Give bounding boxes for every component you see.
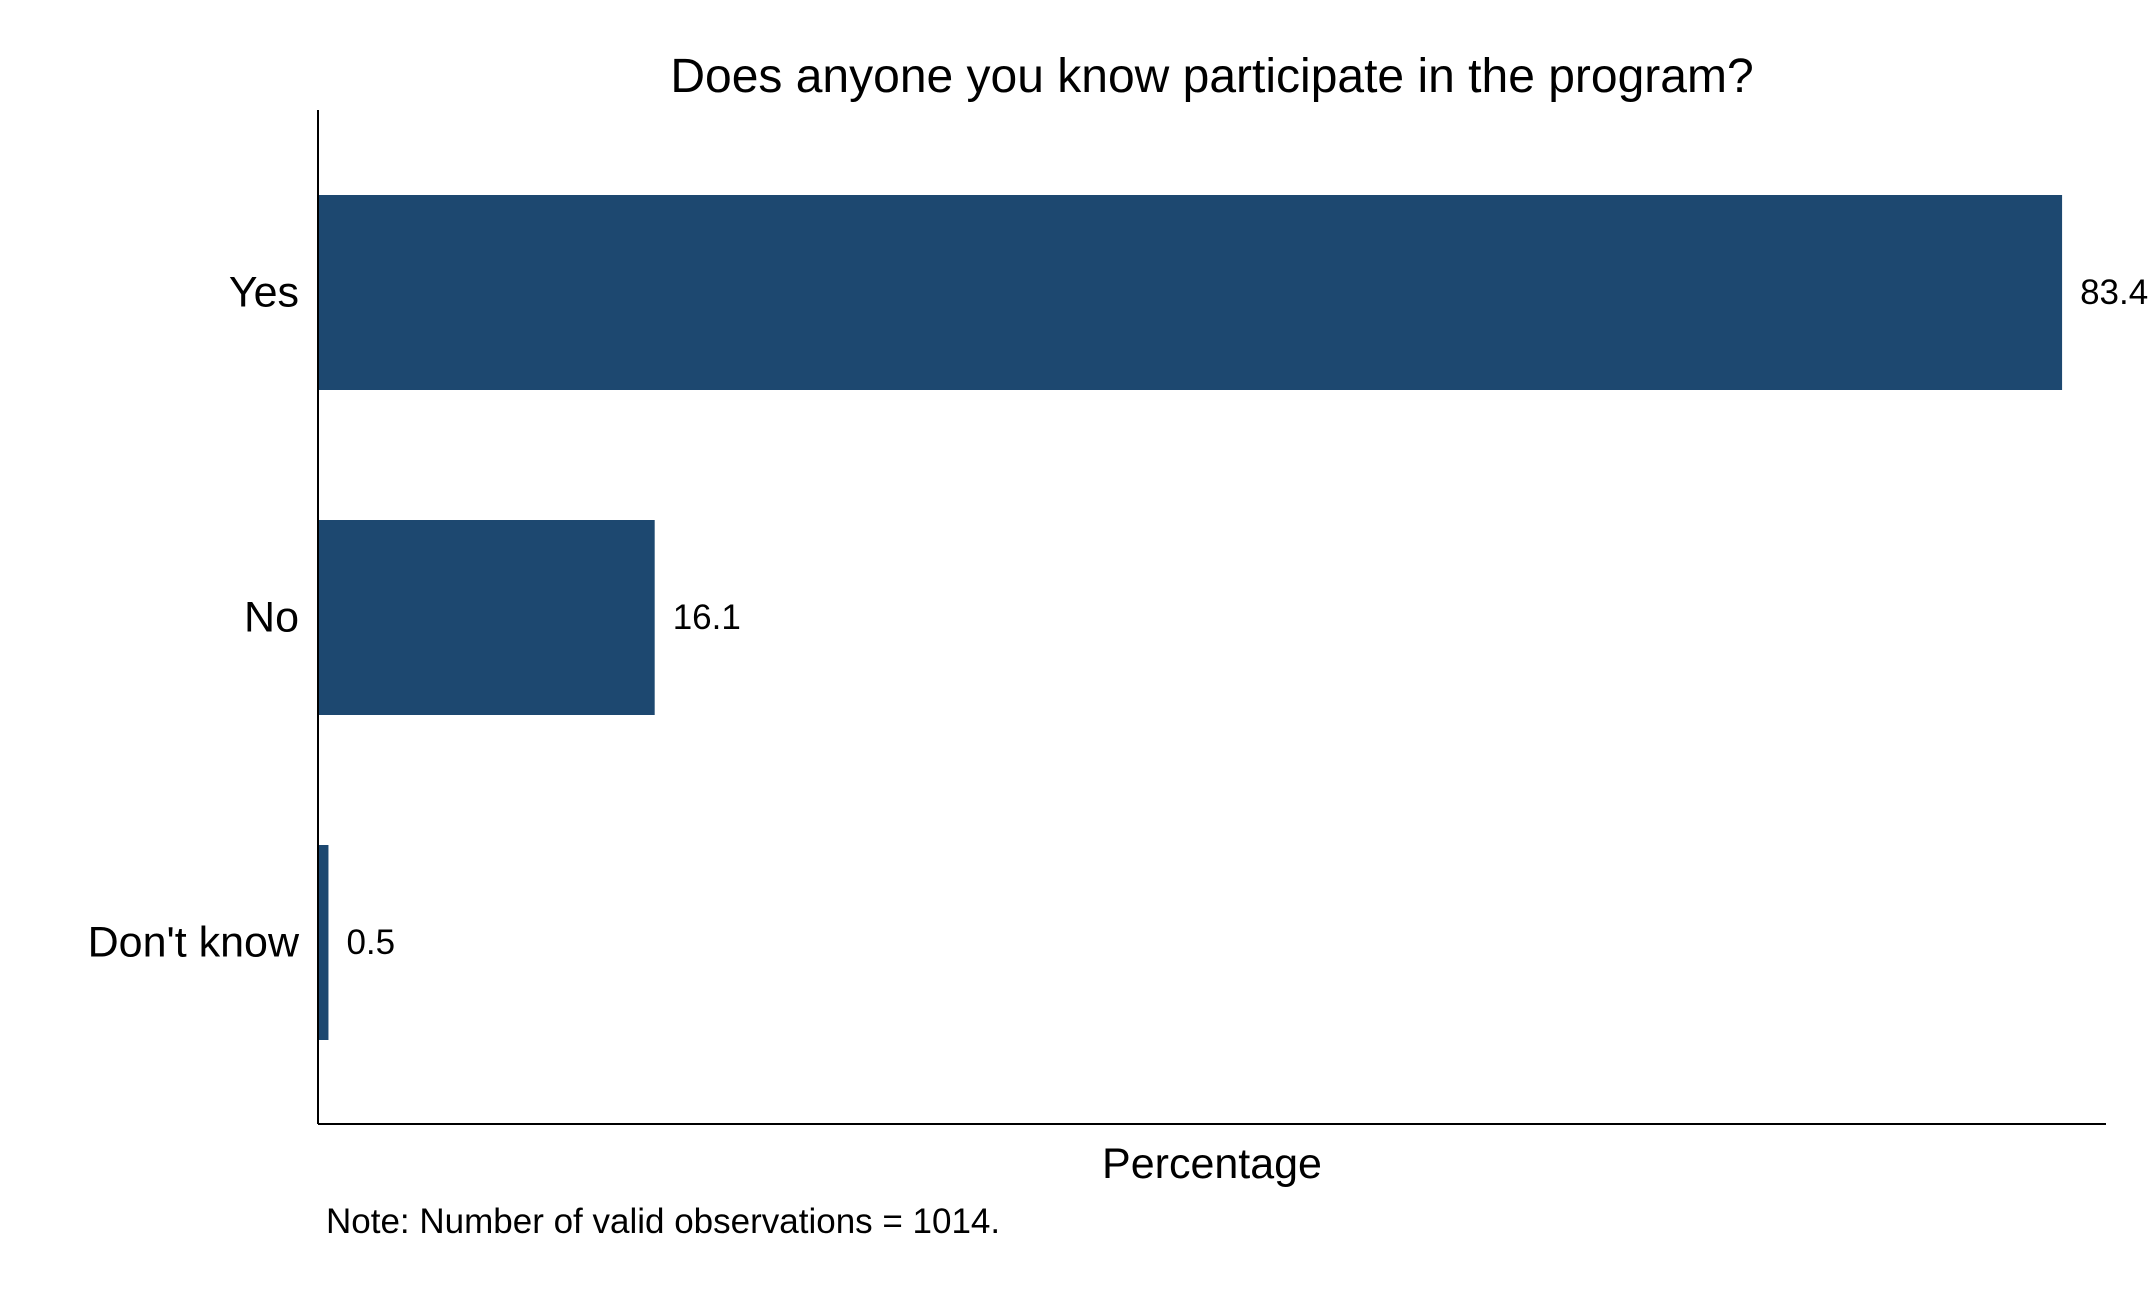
category-label: Yes	[229, 269, 299, 317]
category-labels: Yes No Don't know	[88, 269, 300, 967]
value-labels: 83.4 16.1 0.5	[346, 273, 2148, 962]
bar-no	[318, 520, 655, 715]
category-label: No	[244, 594, 299, 642]
chart-note: Note: Number of valid observations = 101…	[326, 1202, 1000, 1241]
value-label: 83.4	[2080, 273, 2148, 312]
bar-don-t-know	[318, 845, 329, 1040]
value-label: 0.5	[346, 923, 395, 962]
bar-yes	[318, 195, 2063, 390]
chart-title: Does anyone you know participate in the …	[670, 50, 1753, 103]
category-label: Don't know	[88, 919, 300, 967]
x-axis-title: Percentage	[1102, 1140, 1322, 1188]
bars-layer	[318, 195, 2063, 1040]
value-label: 16.1	[673, 598, 741, 637]
